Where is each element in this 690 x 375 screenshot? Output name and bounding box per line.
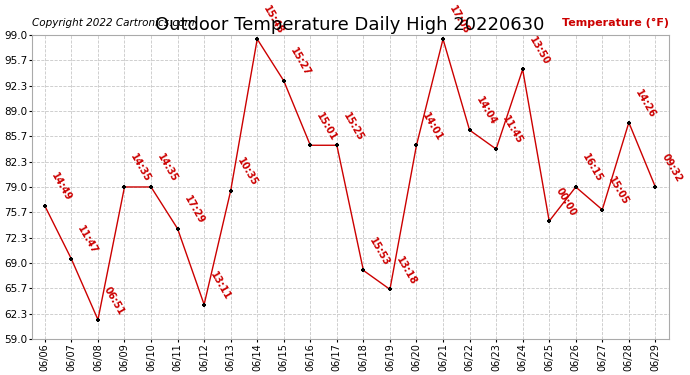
Text: 11:47: 11:47 <box>76 224 100 256</box>
Text: Copyright 2022 Cartronics.com: Copyright 2022 Cartronics.com <box>32 18 194 28</box>
Text: 11:45: 11:45 <box>500 114 524 146</box>
Point <box>623 120 634 126</box>
Point <box>544 218 555 224</box>
Point <box>225 188 236 194</box>
Title: Outdoor Temperature Daily High 20220630: Outdoor Temperature Daily High 20220630 <box>155 16 545 34</box>
Point <box>92 317 104 323</box>
Text: 14:35: 14:35 <box>155 152 179 184</box>
Text: Temperature (°F): Temperature (°F) <box>562 18 669 28</box>
Text: 13:11: 13:11 <box>208 270 233 302</box>
Text: 15:48: 15:48 <box>262 4 286 36</box>
Point <box>305 142 316 148</box>
Point <box>358 267 369 273</box>
Text: 14:35: 14:35 <box>128 152 152 184</box>
Point <box>199 302 210 307</box>
Text: 17:08: 17:08 <box>447 4 471 36</box>
Point <box>39 203 50 209</box>
Point <box>331 142 342 148</box>
Text: 15:01: 15:01 <box>315 111 339 142</box>
Text: 09:32: 09:32 <box>660 152 684 184</box>
Point <box>464 127 475 133</box>
Point <box>570 184 581 190</box>
Point <box>278 78 289 84</box>
Text: 14:01: 14:01 <box>421 111 445 142</box>
Point <box>119 184 130 190</box>
Text: 10:35: 10:35 <box>235 156 259 188</box>
Point <box>650 184 661 190</box>
Point <box>411 142 422 148</box>
Text: 14:26: 14:26 <box>633 88 657 120</box>
Text: 14:49: 14:49 <box>49 171 73 203</box>
Point <box>384 286 395 292</box>
Text: 15:53: 15:53 <box>368 236 392 268</box>
Point <box>491 146 502 152</box>
Text: 06:51: 06:51 <box>102 285 126 317</box>
Point <box>517 66 528 72</box>
Text: 13:50: 13:50 <box>527 35 551 67</box>
Text: 17:29: 17:29 <box>181 194 206 226</box>
Point <box>597 207 608 213</box>
Text: 15:05: 15:05 <box>607 175 631 207</box>
Text: 14:04: 14:04 <box>474 96 498 128</box>
Text: 15:27: 15:27 <box>288 46 312 78</box>
Text: 00:00: 00:00 <box>553 186 578 218</box>
Text: 16:15: 16:15 <box>580 152 604 184</box>
Point <box>66 256 77 262</box>
Point <box>252 36 263 42</box>
Text: 15:25: 15:25 <box>341 111 365 142</box>
Text: 13:18: 13:18 <box>394 255 418 286</box>
Point <box>172 226 183 232</box>
Point <box>146 184 157 190</box>
Point <box>437 36 448 42</box>
